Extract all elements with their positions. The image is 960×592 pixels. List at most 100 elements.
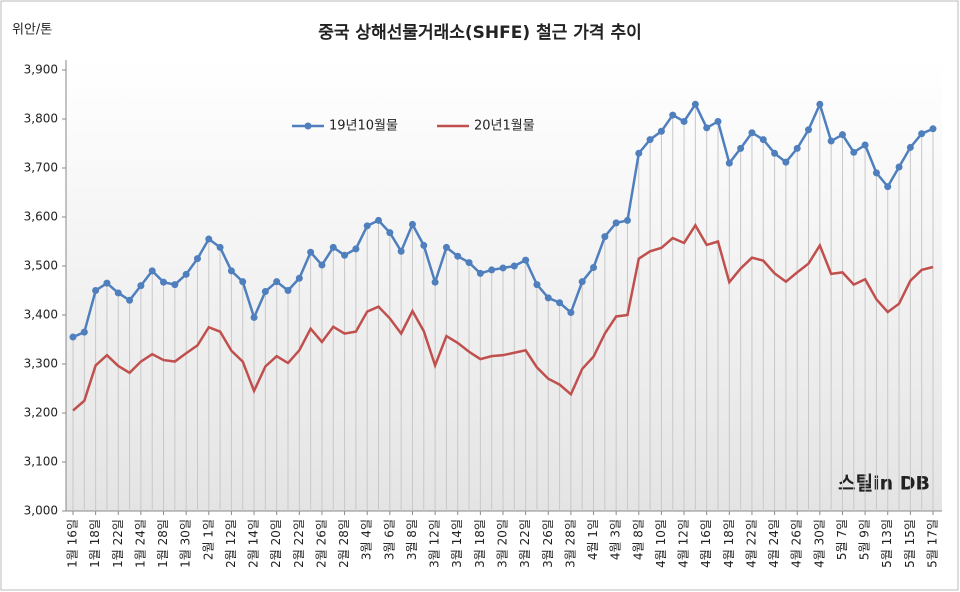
point — [454, 252, 462, 260]
y-tick-label: 3,200 — [24, 406, 58, 420]
x-tick-label: 4월 12일 — [677, 519, 691, 568]
point — [375, 216, 383, 224]
x-tick-label: 4월 3일 — [609, 519, 623, 560]
x-tick-label: 1월 22일 — [111, 519, 125, 568]
point — [906, 143, 914, 151]
point — [250, 313, 258, 321]
x-tick-label: 1월 18일 — [88, 519, 102, 568]
point — [861, 141, 869, 149]
y-unit: 위안/톤 — [12, 23, 52, 38]
x-tick-label: 3월 8일 — [405, 519, 419, 560]
point — [533, 281, 541, 289]
point — [793, 144, 801, 152]
point — [488, 266, 496, 274]
point — [431, 278, 439, 286]
point — [782, 158, 790, 166]
point — [408, 220, 416, 228]
point — [838, 131, 846, 139]
x-tick-label: 5월 15일 — [903, 519, 917, 568]
point — [420, 241, 428, 249]
point — [623, 216, 631, 224]
x-tick-label: 3월 6일 — [382, 519, 396, 560]
point — [273, 278, 281, 286]
point — [171, 281, 179, 289]
y-tick-label: 3,900 — [24, 63, 58, 77]
legend-label: 20년1월물 — [474, 119, 535, 134]
x-tick-label: 1월 28일 — [156, 519, 170, 568]
point — [850, 148, 858, 156]
point — [239, 278, 247, 286]
point — [442, 243, 450, 251]
point — [397, 247, 405, 255]
point — [895, 163, 903, 171]
point — [307, 248, 315, 256]
point — [103, 279, 111, 287]
legend-label: 19년10월물 — [329, 119, 398, 134]
x-tick-label: 4월 10일 — [654, 519, 668, 568]
x-tick-label: 2월 20일 — [269, 519, 283, 568]
point — [114, 289, 122, 297]
x-tick-label: 2월 14일 — [247, 519, 261, 568]
point — [612, 219, 620, 227]
point — [759, 136, 767, 144]
point — [929, 125, 937, 133]
x-tick-label: 2월 12일 — [224, 519, 238, 568]
point — [646, 136, 654, 144]
point — [816, 100, 824, 108]
point — [261, 287, 269, 295]
point — [341, 251, 349, 259]
point — [363, 222, 371, 230]
point — [329, 243, 337, 251]
point — [193, 255, 201, 263]
x-tick-label: 1월 24일 — [133, 519, 147, 568]
point — [805, 126, 813, 134]
point — [510, 262, 518, 270]
series-line — [72, 222, 934, 412]
legend-marker — [304, 122, 312, 130]
point — [126, 296, 134, 304]
x-tick-label: 3월 12일 — [428, 519, 442, 568]
point — [205, 235, 213, 243]
x-tick-label: 2월 1일 — [201, 519, 215, 560]
x-tick-label: 3월 14일 — [450, 519, 464, 568]
point — [352, 245, 360, 253]
x-tick-label: 5월 17일 — [926, 519, 940, 568]
point — [499, 264, 507, 272]
x-tick-label: 3월 4일 — [360, 519, 374, 560]
x-tick-label: 5월 7일 — [835, 519, 849, 560]
x-tick-label: 4월 22일 — [744, 519, 758, 568]
point — [918, 130, 926, 138]
y-tick-label: 3,600 — [24, 210, 58, 224]
point — [227, 267, 235, 275]
point — [69, 333, 77, 341]
x-tick-label: 3월 28일 — [563, 519, 577, 568]
y-tick-label: 3,400 — [24, 308, 58, 322]
x-tick-label: 4월 30일 — [812, 519, 826, 568]
point — [284, 287, 292, 294]
x-tick-label: 4월 16일 — [699, 519, 713, 568]
point — [556, 299, 564, 307]
point — [669, 111, 677, 119]
y-tick-label: 3,000 — [24, 504, 58, 518]
point — [295, 274, 303, 282]
point — [386, 229, 394, 237]
point — [465, 259, 473, 267]
point — [691, 100, 699, 108]
x-tick-label: 1월 30일 — [179, 519, 193, 568]
point — [148, 267, 156, 275]
x-tick-label: 4월 8일 — [631, 519, 645, 560]
point — [590, 263, 598, 271]
x-tick-label: 5월 13일 — [880, 519, 894, 568]
y-tick-label: 3,700 — [24, 161, 58, 175]
chart-title: 중국 상해선물거래소(SHFE) 철근 가격 추이 — [318, 23, 642, 43]
y-tick-label: 3,300 — [24, 357, 58, 371]
x-tick-label: 3월 18일 — [473, 519, 487, 568]
point — [522, 256, 530, 264]
x-tick-label: 4월 26일 — [790, 519, 804, 568]
point — [216, 243, 224, 251]
point — [771, 149, 779, 157]
point — [748, 129, 756, 137]
point — [680, 117, 688, 125]
point — [137, 282, 145, 290]
